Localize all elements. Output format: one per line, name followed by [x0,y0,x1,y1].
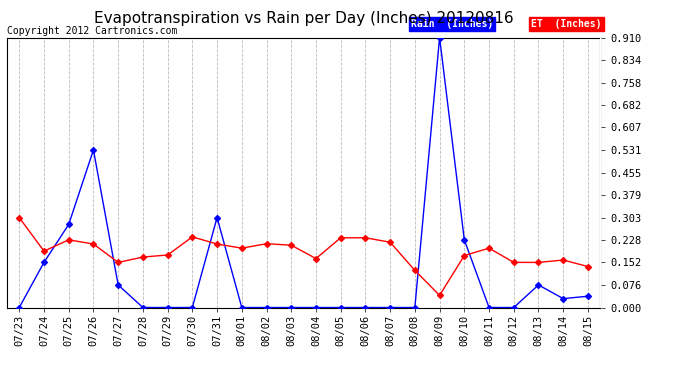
Text: Evapotranspiration vs Rain per Day (Inches) 20120816: Evapotranspiration vs Rain per Day (Inch… [94,11,513,26]
Text: Rain  (Inches): Rain (Inches) [411,20,493,29]
Text: ET  (Inches): ET (Inches) [531,20,602,29]
Text: Copyright 2012 Cartronics.com: Copyright 2012 Cartronics.com [7,26,177,36]
